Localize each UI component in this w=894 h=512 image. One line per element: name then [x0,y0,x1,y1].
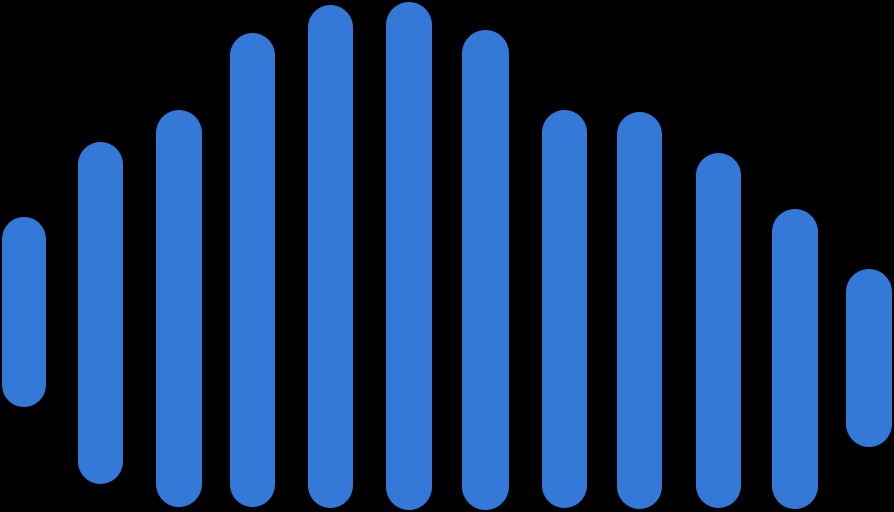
waveform-bar-9 [617,112,662,509]
waveform-bar-6 [386,2,432,510]
waveform-bar-3 [156,110,202,507]
waveform-bar-5 [308,5,353,508]
waveform-bar-8 [542,110,587,508]
waveform-bar-1 [2,217,46,407]
waveform-bar-4 [230,33,275,507]
waveform-bar-2 [78,142,123,484]
waveform-bar-11 [772,209,818,509]
waveform-bar-7 [462,30,509,510]
waveform-bar-12 [846,269,892,447]
waveform-bar-10 [696,153,741,508]
